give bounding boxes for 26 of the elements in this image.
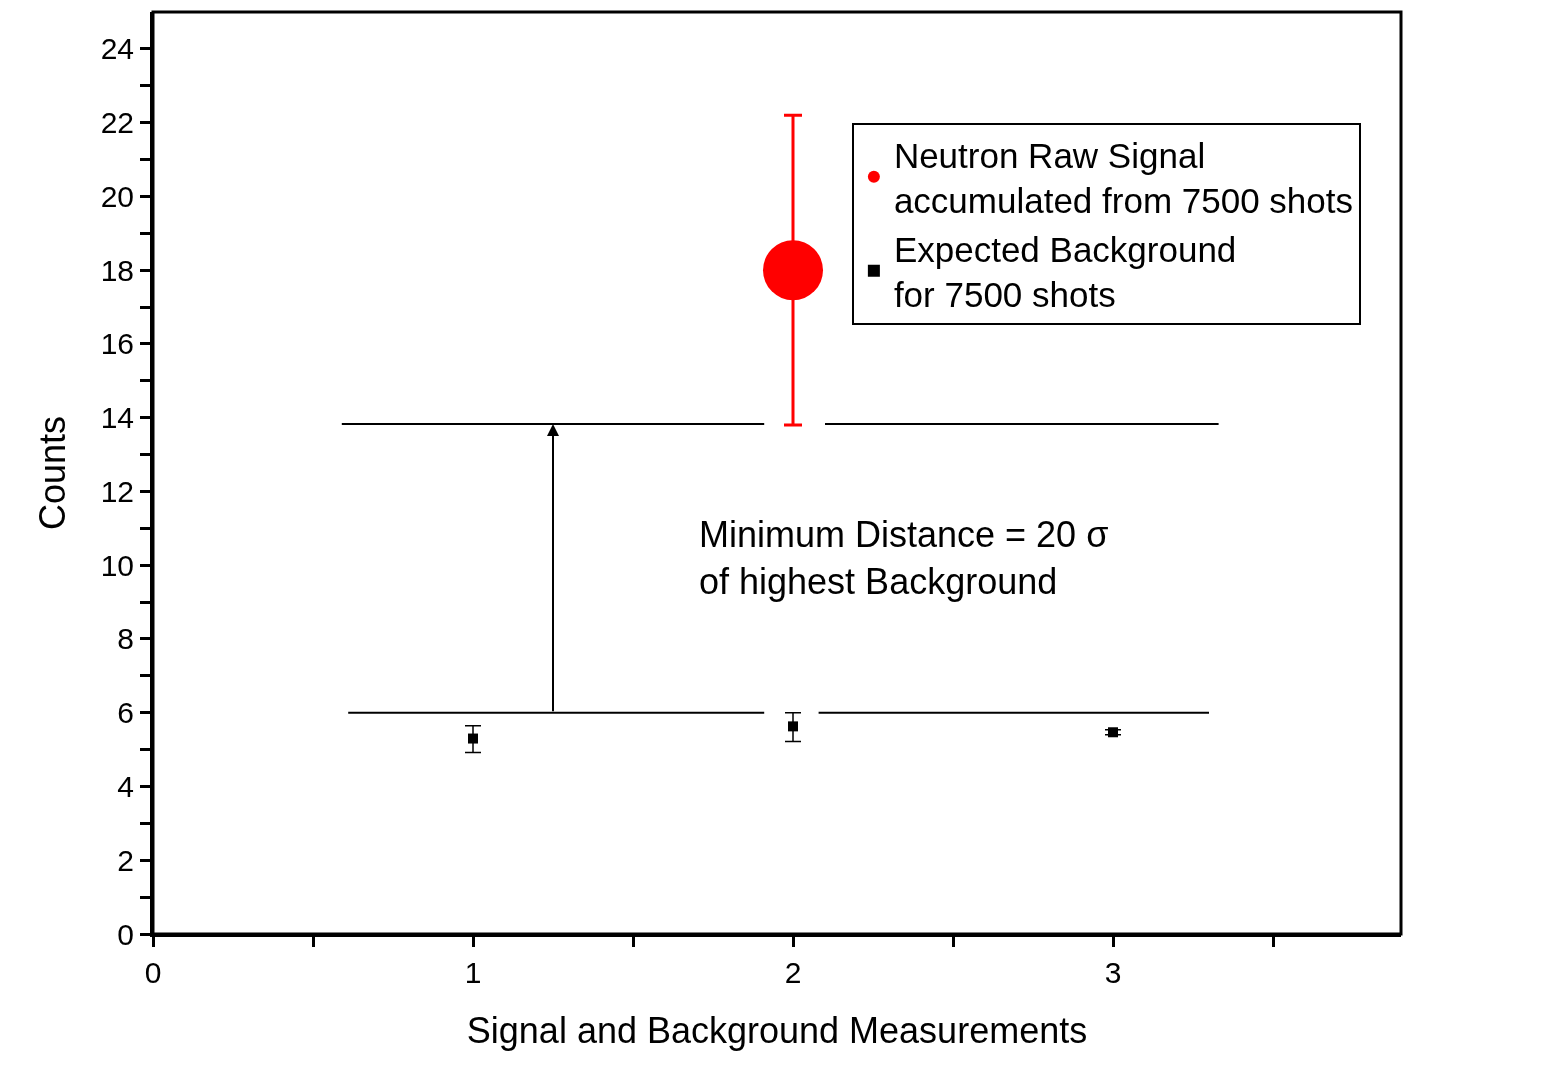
annotation: Minimum Distance = 20 σ of highest Background: [699, 514, 1109, 602]
point: [468, 733, 478, 744]
y-tick-label: 2: [117, 843, 134, 877]
y-tick-label: 20: [100, 179, 134, 213]
x-tick-label: 1: [464, 956, 482, 989]
y-tick-label: 18: [100, 253, 134, 287]
point: [763, 240, 823, 301]
y-axis-title: Counts: [31, 415, 73, 531]
legend-label: Expected Background for 7500 shots: [893, 229, 1237, 315]
x-tick-label: 3: [1104, 956, 1122, 989]
point: [1108, 727, 1118, 738]
y-tick-label: 4: [117, 769, 134, 803]
y-tick-label: 6: [117, 696, 134, 730]
legend-label: Neutron Raw Signal accumulated from 7500 shots: [893, 135, 1354, 221]
x-axis-title: Signal and Background Measurements: [466, 1009, 1088, 1051]
y-tick-label: 24: [100, 32, 134, 66]
y-tick-label: 10: [100, 548, 134, 582]
x-tick-label: 0: [144, 956, 162, 989]
y-tick-label: 12: [100, 474, 134, 508]
x-tick-label: 2: [784, 956, 802, 989]
y-tick-label: 14: [100, 401, 134, 435]
y-tick-label: 16: [100, 327, 134, 361]
point: [788, 721, 798, 732]
y-tick-label: 8: [117, 622, 134, 656]
y-tick-label: 22: [100, 106, 134, 140]
y-tick-label: 0: [117, 917, 134, 951]
